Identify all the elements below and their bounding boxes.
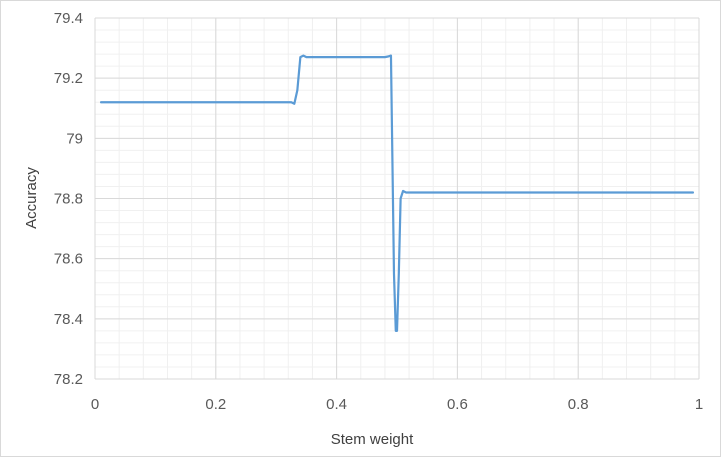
x-tick-label: 0.2 (205, 396, 226, 413)
grid (94, 17, 700, 380)
y-tick-label: 78.6 (54, 251, 83, 268)
y-tick-label: 79 (66, 130, 83, 147)
y-tick-label: 78.8 (54, 191, 83, 208)
x-tick-label: 0.4 (326, 396, 347, 413)
x-tick-label: 0.6 (447, 396, 468, 413)
y-tick-label: 79.4 (54, 10, 83, 27)
x-tick-label: 1 (695, 396, 703, 413)
y-tick-label: 78.2 (54, 371, 83, 388)
x-axis-ticks: 0 0.2 0.4 0.6 0.8 1 (91, 396, 703, 413)
series-layer (99, 54, 695, 332)
y-tick-label: 78.4 (54, 311, 83, 328)
series-line (99, 54, 695, 332)
y-axis-ticks: 78.2 78.4 78.6 78.8 79 79.2 79.4 (54, 10, 83, 388)
x-tick-label: 0.8 (568, 396, 589, 413)
x-tick-label: 0 (91, 396, 99, 413)
y-tick-label: 79.2 (54, 70, 83, 87)
y-axis-title: Accuracy (23, 167, 40, 229)
x-axis-title: Stem weight (331, 431, 414, 448)
